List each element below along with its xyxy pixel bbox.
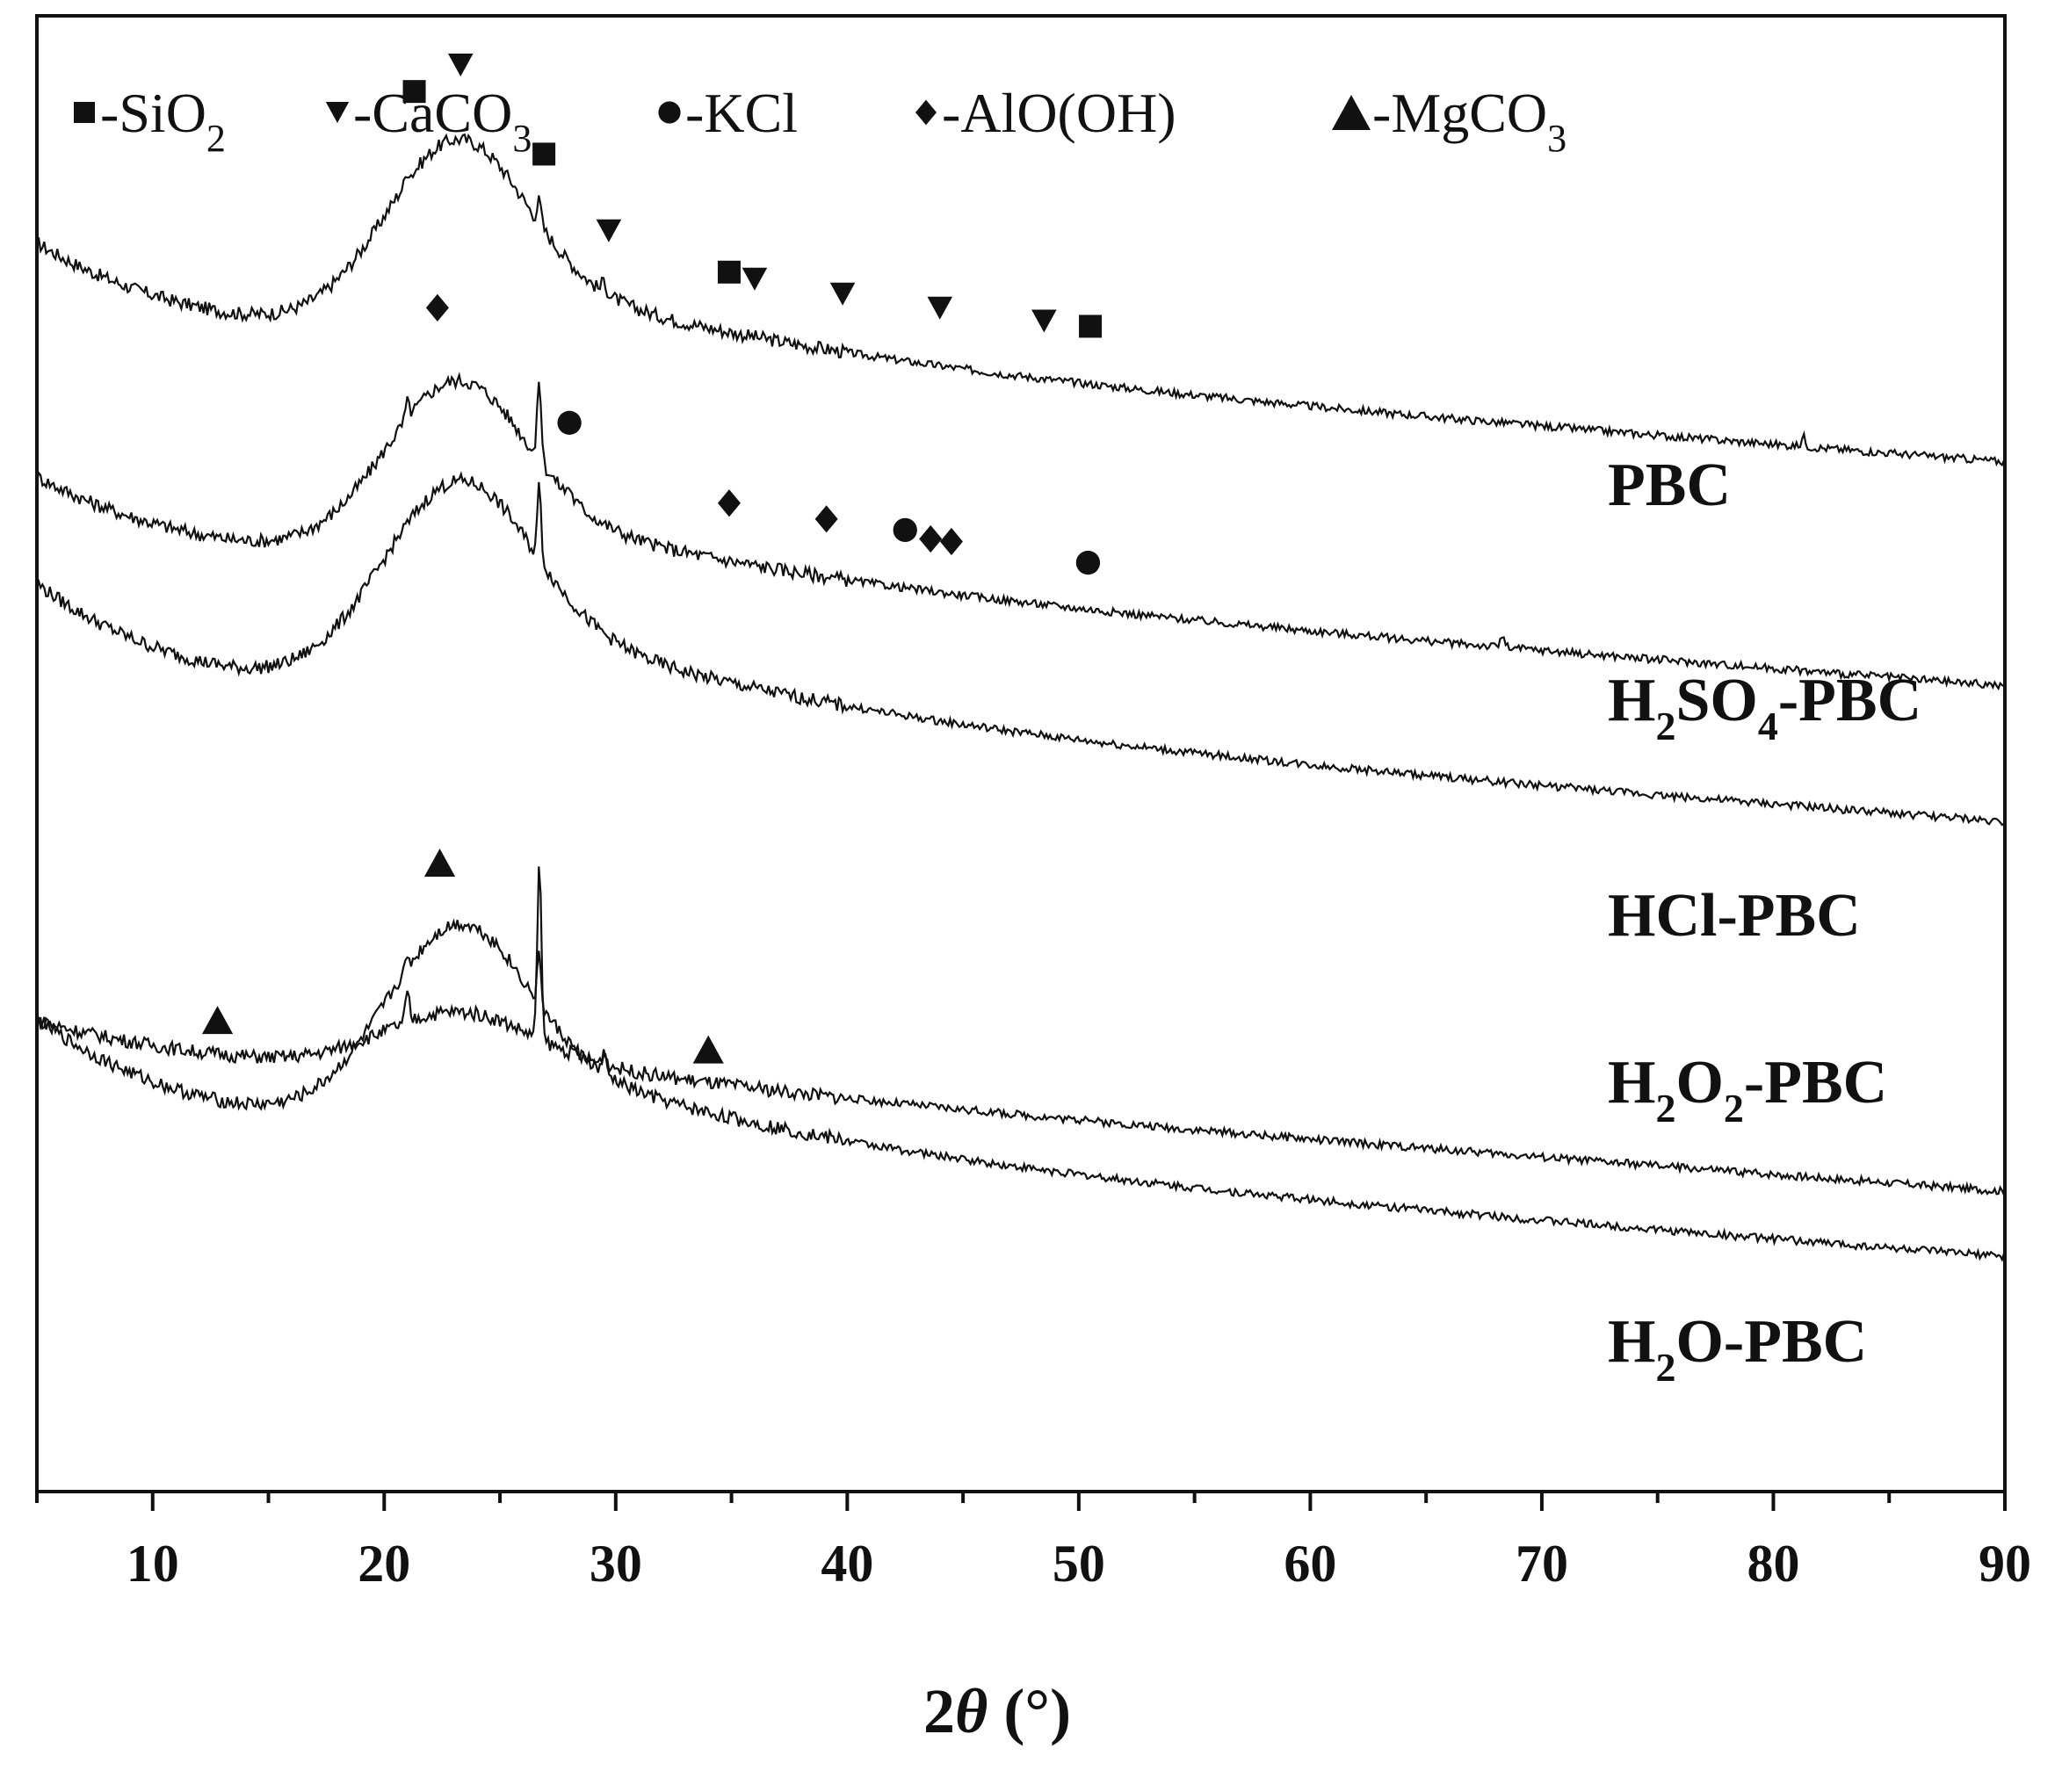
- triangle-down-phase-icon: [742, 267, 768, 291]
- series-label: PBC: [1608, 452, 1731, 519]
- diamond-phase-icon: [717, 489, 741, 517]
- legend-label-text: -AlO(OH): [942, 82, 1176, 144]
- circle-phase-icon: [893, 517, 917, 543]
- series-label-text: SO: [1675, 667, 1757, 734]
- square-phase-icon: [717, 260, 741, 284]
- series-label-text: H: [1608, 1308, 1655, 1376]
- square-phase-icon: [532, 142, 556, 166]
- series-PBC: PBC: [36, 54, 2005, 519]
- legend-item: -KCl: [658, 82, 798, 144]
- circle-legend-icon: [658, 101, 681, 124]
- plot-frame: [35, 14, 2007, 1493]
- series-label-text: PBC: [1608, 452, 1731, 519]
- legend-label: -SiO2: [100, 82, 226, 160]
- triangle-down-phase-icon: [927, 296, 953, 320]
- legend-label-text: -KCl: [685, 82, 798, 144]
- legend-label: -MgCO3: [1372, 82, 1566, 160]
- series-label-text: H: [1608, 667, 1655, 734]
- series-label-text: -PBC: [1744, 1049, 1887, 1116]
- x-tick-label: 50: [1053, 1535, 1105, 1593]
- legend-label-text: -CaCO: [353, 82, 512, 144]
- diamond-phase-icon: [814, 505, 838, 533]
- x-tick-label: 70: [1516, 1535, 1568, 1593]
- legend-item: -MgCO3: [1332, 82, 1566, 160]
- square-phase-icon: [402, 80, 426, 104]
- triangle-up-phase-icon: [201, 1006, 234, 1035]
- square-phase-icon: [1079, 314, 1103, 338]
- legend-label-subscript: 3: [512, 117, 532, 160]
- legend-label: -KCl: [685, 82, 798, 144]
- triangle-down-phase-icon: [829, 282, 856, 306]
- diamond-phase-icon: [919, 524, 943, 553]
- legend-label-text: -MgCO: [1372, 82, 1547, 144]
- series-H2O-PBC: H2O-PBC: [35, 849, 2005, 1390]
- x-tick-label: 90: [1979, 1535, 2031, 1593]
- series-H2O2-PBC: H2O2-PBC: [36, 866, 2005, 1196]
- series-label-text: O: [1675, 1049, 1723, 1116]
- triangle-down-phase-icon: [447, 54, 474, 77]
- legend-label-subscript: 3: [1547, 117, 1566, 160]
- x-tick-label: 80: [1747, 1535, 1799, 1593]
- legend-label: -AlO(OH): [942, 82, 1176, 144]
- diamond-legend-icon: [915, 99, 937, 126]
- series-label-text: -PBC: [1778, 667, 1921, 734]
- diamond-phase-icon: [939, 527, 963, 556]
- triangle-down-legend-icon: [325, 102, 350, 123]
- pattern-line: [36, 471, 2005, 827]
- diamond-phase-icon: [425, 293, 449, 322]
- triangle-up-phase-icon: [692, 1035, 724, 1064]
- x-tick-label: 30: [590, 1535, 642, 1593]
- triangle-down-phase-icon: [1031, 309, 1057, 333]
- circle-phase-icon: [557, 410, 582, 435]
- series-label-subscript: 2: [1655, 1086, 1675, 1131]
- series-label: H2SO4-PBC: [1608, 667, 1921, 748]
- triangle-up-legend-icon: [1332, 95, 1371, 130]
- triangle-down-phase-icon: [596, 219, 622, 242]
- series-label-text: H: [1608, 1049, 1655, 1116]
- pattern-line: [36, 133, 2005, 467]
- legend-item: -SiO2: [74, 82, 226, 160]
- pattern-line: [35, 372, 2005, 691]
- x-axis: 10 20 30 40 50 60 70 80 90: [35, 1492, 2031, 1593]
- triangle-up-phase-icon: [423, 849, 456, 878]
- series-label-subscript: 2: [1724, 1086, 1744, 1131]
- x-tick-label: 20: [358, 1535, 410, 1593]
- series-label-subscript: 2: [1655, 1345, 1675, 1390]
- series-H2SO4-PBC: H2SO4-PBC: [35, 293, 2005, 748]
- pattern-line: [36, 866, 2005, 1196]
- square-legend-icon: [74, 102, 95, 123]
- series-label-text: O-PBC: [1675, 1308, 1867, 1376]
- legend: -SiO2 -CaCO3 -KCl -AlO(OH) -MgCO3: [74, 82, 1566, 160]
- series-label: H2O2-PBC: [1608, 1049, 1887, 1131]
- series-label-subscript: 4: [1758, 704, 1778, 748]
- x-tick-label: 60: [1284, 1535, 1336, 1593]
- series-label: H2O-PBC: [1608, 1308, 1867, 1390]
- legend-label: -CaCO3: [353, 82, 532, 160]
- legend-label-text: -SiO: [100, 82, 206, 144]
- legend-item: -CaCO3: [325, 82, 532, 160]
- circle-phase-icon: [1075, 550, 1101, 575]
- x-tick-label: 10: [127, 1535, 179, 1593]
- series-label-subscript: 2: [1655, 704, 1675, 748]
- series-label-text: HCl-PBC: [1608, 882, 1861, 950]
- x-tick-label: 40: [821, 1535, 873, 1593]
- series-HCl-PBC: HCl-PBC: [36, 471, 2005, 950]
- pattern-line: [35, 918, 2005, 1262]
- x-axis-title: 2θ (°): [923, 1676, 1071, 1746]
- series-label: HCl-PBC: [1608, 882, 1861, 950]
- legend-label-subscript: 2: [206, 117, 226, 160]
- legend-item: -AlO(OH): [915, 82, 1176, 144]
